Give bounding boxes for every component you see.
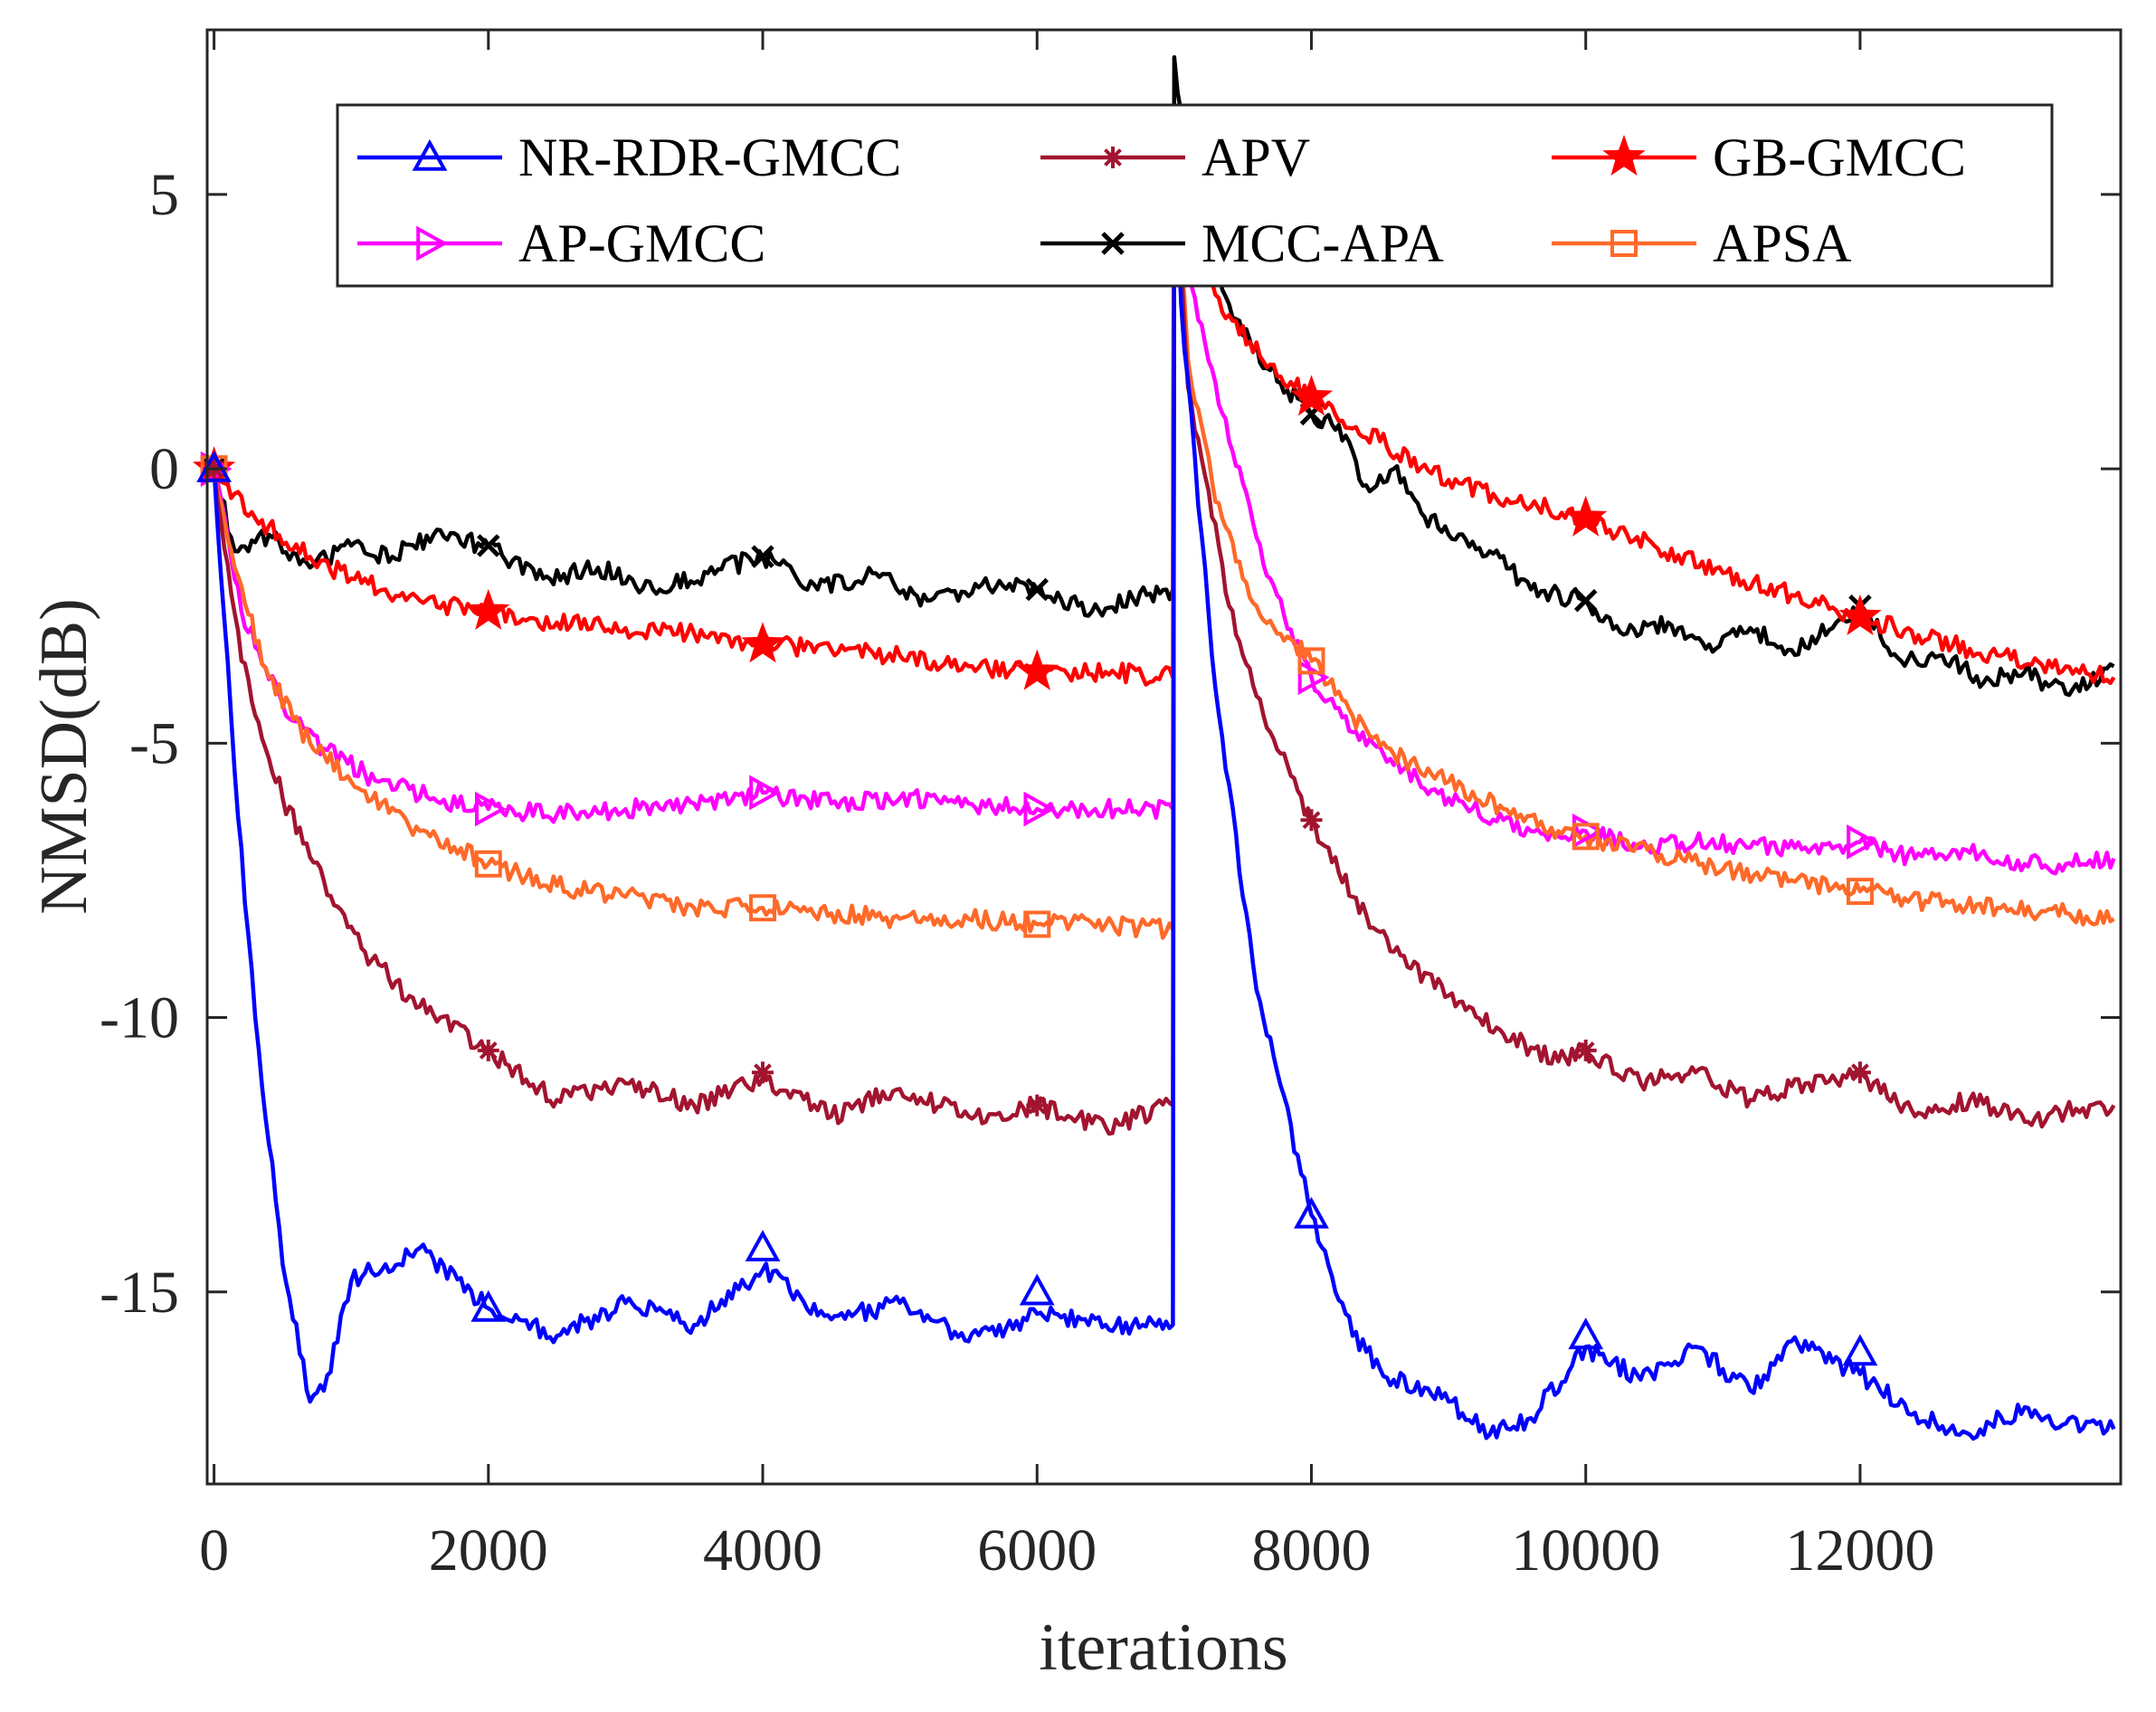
- data-point-marker-apsa: [749, 894, 777, 922]
- data-point-marker-nr-rdr-gmcc: [745, 1230, 781, 1262]
- legend-marker: [1602, 135, 1646, 176]
- data-point-marker-nr-rdr-gmcc: [1019, 1273, 1055, 1306]
- legend-box: [336, 103, 2054, 288]
- data-point-marker-apsa: [1572, 823, 1600, 851]
- data-point-marker-apv: [477, 1039, 499, 1061]
- data-point-marker-apv: [752, 1061, 774, 1084]
- data-point-marker-ap-gmcc: [749, 775, 782, 811]
- legend-label: GB-GMCC: [1713, 128, 1966, 187]
- series-line-apv: [212, 138, 2116, 1137]
- data-point-marker-mcc-apa: [477, 534, 500, 557]
- legend-label: AP-GMCC: [518, 214, 765, 273]
- data-point-marker-gb-gmcc: [1015, 649, 1059, 690]
- data-point-marker-nr-rdr-gmcc: [1842, 1334, 1878, 1366]
- series-line-nr-rdr-gmcc: [212, 138, 2116, 1441]
- series-line-gb-gmcc: [213, 138, 2116, 687]
- marker-layer: [192, 375, 1882, 1366]
- data-point-marker-gb-gmcc: [1563, 495, 1608, 537]
- x-tick-label: 0: [199, 1517, 229, 1584]
- y-tick-label: 5: [149, 162, 179, 228]
- x-tick-label: 6000: [977, 1517, 1097, 1584]
- data-point-marker-apsa: [474, 850, 502, 878]
- legend-items: NR-RDR-GMCC APV GB-GMCC AP-GMCC MCC-APA APSA: [357, 128, 1966, 273]
- data-point-marker-apsa: [1297, 647, 1325, 675]
- legend-marker: [1610, 230, 1638, 257]
- legend-entry-ap-gmcc: AP-GMCC: [357, 214, 765, 273]
- data-point-marker-apv: [1574, 1039, 1597, 1061]
- series-line-mcc-apa: [212, 55, 2115, 698]
- x-tick-label: 8000: [1251, 1517, 1371, 1584]
- data-point-marker-gb-gmcc: [467, 588, 510, 630]
- y-tick-label: -15: [100, 1260, 179, 1326]
- series-layer: [212, 55, 2116, 1441]
- data-point-marker-gb-gmcc: [1289, 375, 1334, 416]
- legend-marker: [416, 225, 449, 262]
- x-tick-label: 12000: [1785, 1517, 1934, 1584]
- x-tick-label: 10000: [1511, 1517, 1660, 1584]
- x-tick-label: 4000: [703, 1517, 822, 1584]
- data-point-marker-apv: [1026, 1094, 1049, 1117]
- data-point-marker-mcc-apa: [1573, 588, 1598, 613]
- data-point-marker-ap-gmcc: [475, 791, 507, 827]
- legend-entry-mcc-apa: MCC-APA: [1040, 214, 1444, 273]
- data-point-marker-nr-rdr-gmcc: [470, 1289, 507, 1322]
- plot-frame: [205, 28, 2123, 1486]
- data-point-marker-gb-gmcc: [1838, 594, 1882, 636]
- data-point-marker-ap-gmcc: [1297, 660, 1330, 695]
- data-point-marker-nr-rdr-gmcc: [1294, 1196, 1329, 1229]
- legend-entry-apv: APV: [1040, 128, 1310, 187]
- legend-entry-apsa: APSA: [1552, 214, 1851, 273]
- data-point-marker-apv: [1848, 1061, 1871, 1084]
- legend-marker: [1102, 147, 1124, 168]
- x-tick-label: 2000: [429, 1517, 548, 1584]
- ticks-layer: 0 2000 4000 6000 8000 10000 12000 5 0 -5 -10 -15: [100, 30, 2121, 1584]
- legend-entry-gb-gmcc: GB-GMCC: [1552, 128, 1966, 187]
- y-tick-label: -5: [129, 710, 179, 776]
- data-point-marker-apv: [1300, 809, 1323, 832]
- data-point-marker-ap-gmcc: [1023, 791, 1056, 827]
- legend-label: APSA: [1713, 214, 1851, 273]
- legend-label: NR-RDR-GMCC: [518, 128, 901, 187]
- data-point-marker-apsa: [1023, 910, 1051, 938]
- data-point-marker-apsa: [1846, 878, 1874, 906]
- legend-entry-nr-rdr-gmcc: NR-RDR-GMCC: [357, 128, 901, 187]
- x-axis-label: iterations: [1039, 1611, 1287, 1685]
- data-point-marker-ap-gmcc: [1847, 824, 1879, 860]
- series-line-apsa: [212, 138, 2115, 940]
- legend: NR-RDR-GMCC APV GB-GMCC AP-GMCC MCC-APA APSA: [336, 103, 2054, 288]
- legend-label: APV: [1201, 128, 1310, 187]
- legend-label: MCC-APA: [1201, 214, 1444, 273]
- y-axis-label: NMSD(dB): [27, 598, 101, 914]
- series-line-ap-gmcc: [212, 138, 2116, 876]
- y-tick-label: -10: [100, 985, 179, 1051]
- data-point-marker-nr-rdr-gmcc: [1568, 1317, 1604, 1350]
- data-point-marker-mcc-apa: [751, 545, 774, 568]
- y-tick-label: 0: [149, 436, 179, 502]
- data-point-marker-mcc-apa: [1025, 577, 1050, 602]
- data-point-marker-gb-gmcc: [741, 622, 784, 663]
- legend-marker: [412, 138, 448, 171]
- legend-marker: [1101, 232, 1125, 255]
